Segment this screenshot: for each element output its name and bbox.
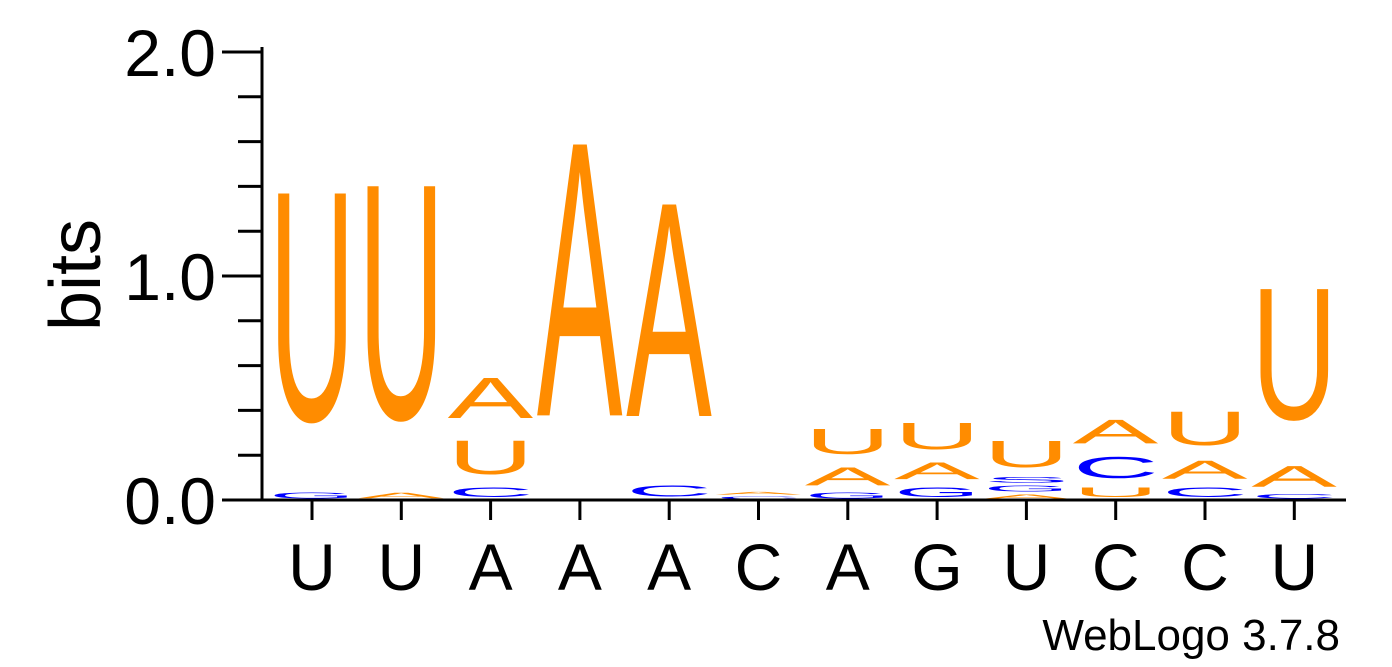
logo-glyph: A [358, 491, 444, 500]
logo-glyph: A [805, 462, 891, 491]
logo-glyph: A [1162, 455, 1248, 484]
logo-glyph: U [269, 124, 355, 491]
logo-glyph: C [716, 496, 802, 500]
logo-glyph: U [894, 415, 980, 458]
logo-glyph: C [448, 484, 534, 500]
y-tick-label: 1.0 [124, 240, 216, 314]
logo-glyph: G [894, 484, 980, 500]
x-tick-label: U [288, 530, 336, 604]
logo-glyph: A [626, 138, 712, 481]
x-tick-label: G [911, 530, 962, 604]
logo-glyph: A [537, 60, 623, 500]
logo-glyph: C [1162, 484, 1248, 500]
logo-glyph: U [358, 113, 444, 490]
logo-glyph: U [448, 431, 534, 485]
x-tick-label: A [469, 530, 513, 604]
logo-glyph: U [1073, 484, 1159, 500]
footer-credit: WebLogo 3.7.8 [1042, 611, 1340, 660]
logo-glyph: U [1251, 249, 1337, 460]
axes-layer [260, 47, 1346, 502]
logo-glyph: U [1162, 402, 1248, 456]
logo-glyph: G [983, 484, 1069, 493]
x-tick-label: A [647, 530, 691, 604]
x-tick-label: C [1092, 530, 1140, 604]
x-tick-label: A [558, 530, 602, 604]
logo-glyph: A [1073, 412, 1159, 450]
y-ticks: 0.0 1.0 2.0 [124, 16, 262, 538]
x-tick-label: U [1270, 530, 1318, 604]
y-axis-label: bits [36, 219, 116, 331]
x-tick-label: A [826, 530, 870, 604]
logo-glyph: G [805, 491, 891, 500]
y-tick-label: 2.0 [124, 16, 216, 90]
logo-glyph: U [983, 433, 1069, 476]
x-tick-label: C [735, 530, 783, 604]
logo-glyph: C [1073, 451, 1159, 485]
x-tick-label: U [377, 530, 425, 604]
logo-glyph: A [448, 366, 534, 431]
y-tick-label: 0.0 [124, 464, 216, 538]
x-tick-label: C [1181, 530, 1229, 604]
logo-glyph: C [626, 482, 712, 500]
x-tick-label: U [1003, 530, 1051, 604]
logo-glyph: C [1251, 493, 1337, 500]
logo-glyph: A [983, 493, 1069, 500]
logo-glyph: A [1251, 460, 1337, 494]
logo-glyph: S [983, 475, 1069, 484]
logo-glyph: A [894, 457, 980, 484]
logo-glyph: U [805, 421, 891, 462]
logo-glyph: A [716, 491, 802, 495]
logo-glyph: G [269, 491, 355, 500]
